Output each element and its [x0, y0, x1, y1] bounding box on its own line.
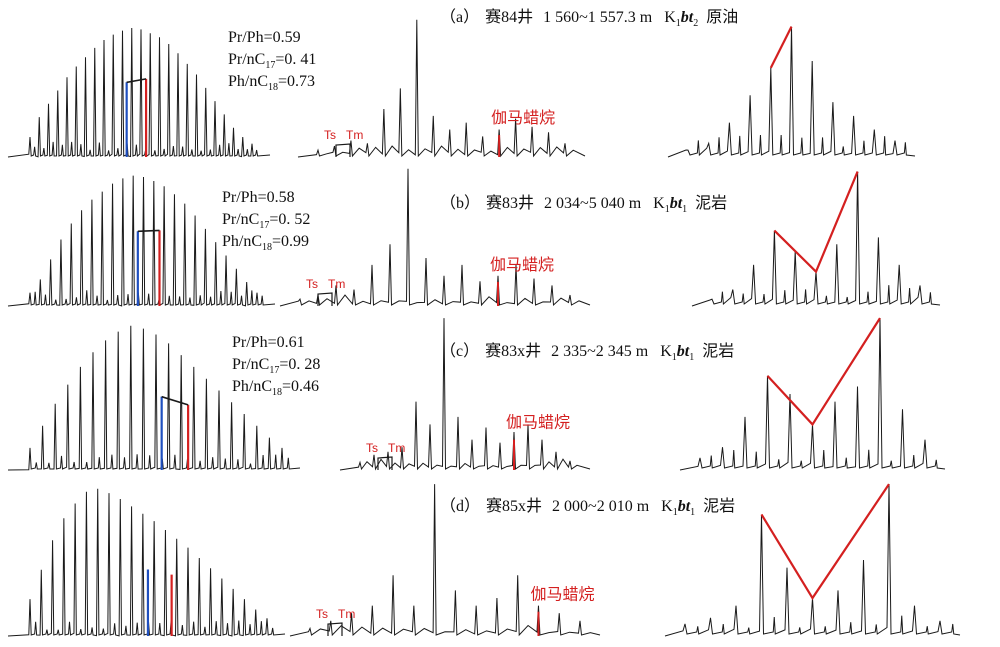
- tm-label: Tm: [338, 607, 355, 621]
- ratio-pr-nc17: Pr/nC17=0. 52: [222, 211, 310, 231]
- sterane-v-connector: [760, 483, 890, 601]
- ts-label: Ts: [324, 128, 336, 142]
- sterane-trace: [679, 318, 946, 471]
- ts-tm-bracket: [317, 292, 333, 306]
- sterane-chromatogram: [664, 483, 961, 637]
- ratio-pr-ph: Pr/Ph=0.59: [228, 29, 301, 46]
- caption-text: （d） 赛85x井 2 000~2 010 m K1bt1 泥岩: [440, 496, 735, 518]
- ts-tm-bracket: [327, 622, 343, 636]
- alkane-trace: [7, 27, 271, 158]
- pr-ph-connector: [126, 78, 147, 84]
- terpane-chromatogram: Ts Tm 伽马蜡烷: [339, 318, 591, 471]
- panel-caption: （d） 赛85x井 2 000~2 010 m K1bt1 泥岩: [440, 496, 735, 518]
- pr-ph-connector: [137, 229, 160, 233]
- ratio-ph-nc18: Ph/nC18=0.99: [222, 233, 309, 253]
- gammacerane-label: 伽马蜡烷: [491, 109, 555, 127]
- alkane-trace: [7, 325, 301, 471]
- ts-label: Ts: [366, 441, 378, 455]
- ratio-pr-ph: Pr/Ph=0.61: [232, 334, 305, 351]
- ratio-pr-nc17: Pr/nC17=0. 41: [228, 51, 316, 71]
- sterane-trace: [667, 26, 916, 158]
- sterane-v-connector: [769, 26, 793, 69]
- terpane-trace: [279, 168, 591, 307]
- gammacerane-label: 伽马蜡烷: [530, 586, 594, 604]
- pr-ph-connector: [161, 395, 189, 406]
- panel-caption: （b） 赛83井 2 034~5 040 m K1bt1 泥岩: [440, 193, 727, 215]
- ts-tm-bracket: [335, 143, 351, 157]
- tm-label: Tm: [328, 277, 345, 291]
- caption-text: （a） 赛84井 1 560~1 557.3 m K1bt2 原油: [440, 7, 738, 29]
- ts-label: Ts: [316, 607, 328, 621]
- panel-caption: （a） 赛84井 1 560~1 557.3 m K1bt2 原油: [440, 7, 738, 29]
- panel-d: Ts Tm 伽马蜡烷 （d） 赛85x井 2 000~2 010 m K1bt1 泥岩: [7, 483, 961, 637]
- sterane-trace: [691, 171, 941, 307]
- tm-label: Tm: [388, 441, 405, 455]
- gammacerane-label: 伽马蜡烷: [490, 256, 554, 274]
- terpane-chromatogram: Ts Tm 伽马蜡烷: [297, 19, 586, 158]
- ratio-ph-nc18: Ph/nC18=0.73: [228, 73, 315, 93]
- tm-label: Tm: [346, 128, 363, 142]
- ratio-pr-nc17: Pr/nC17=0. 28: [232, 356, 320, 376]
- sterane-chromatogram: [667, 26, 916, 158]
- terpane-chromatogram: Ts Tm 伽马蜡烷: [289, 484, 601, 637]
- ts-tm-bracket: [377, 456, 393, 470]
- ts-label: Ts: [306, 277, 318, 291]
- terpane-trace: [297, 19, 586, 158]
- sterane-trace: [664, 484, 961, 637]
- terpane-chromatogram: Ts Tm 伽马蜡烷: [279, 168, 591, 307]
- alkane-chromatogram: [7, 488, 286, 637]
- sterane-v-connector: [766, 317, 881, 427]
- alkane-trace: [7, 175, 276, 307]
- gammacerane-label: 伽马蜡烷: [506, 414, 570, 432]
- alkane-chromatogram: [7, 175, 276, 307]
- alkane-trace: [7, 488, 286, 637]
- sterane-v-connector: [773, 171, 859, 274]
- terpane-trace: [339, 318, 591, 471]
- ratio-ph-nc18: Ph/nC18=0.46: [232, 378, 319, 398]
- sterane-chromatogram: [679, 317, 946, 471]
- alkane-chromatogram: [7, 27, 271, 158]
- sterane-chromatogram: [691, 171, 941, 307]
- panel-caption: （c） 赛83x井 2 335~2 345 m K1bt1 泥岩: [440, 341, 734, 363]
- caption-text: （b） 赛83井 2 034~5 040 m K1bt1 泥岩: [440, 193, 727, 215]
- terpane-trace: [289, 484, 601, 637]
- alkane-chromatogram: [7, 325, 301, 471]
- caption-text: （c） 赛83x井 2 335~2 345 m K1bt1 泥岩: [440, 341, 734, 363]
- ratio-pr-ph: Pr/Ph=0.58: [222, 189, 295, 206]
